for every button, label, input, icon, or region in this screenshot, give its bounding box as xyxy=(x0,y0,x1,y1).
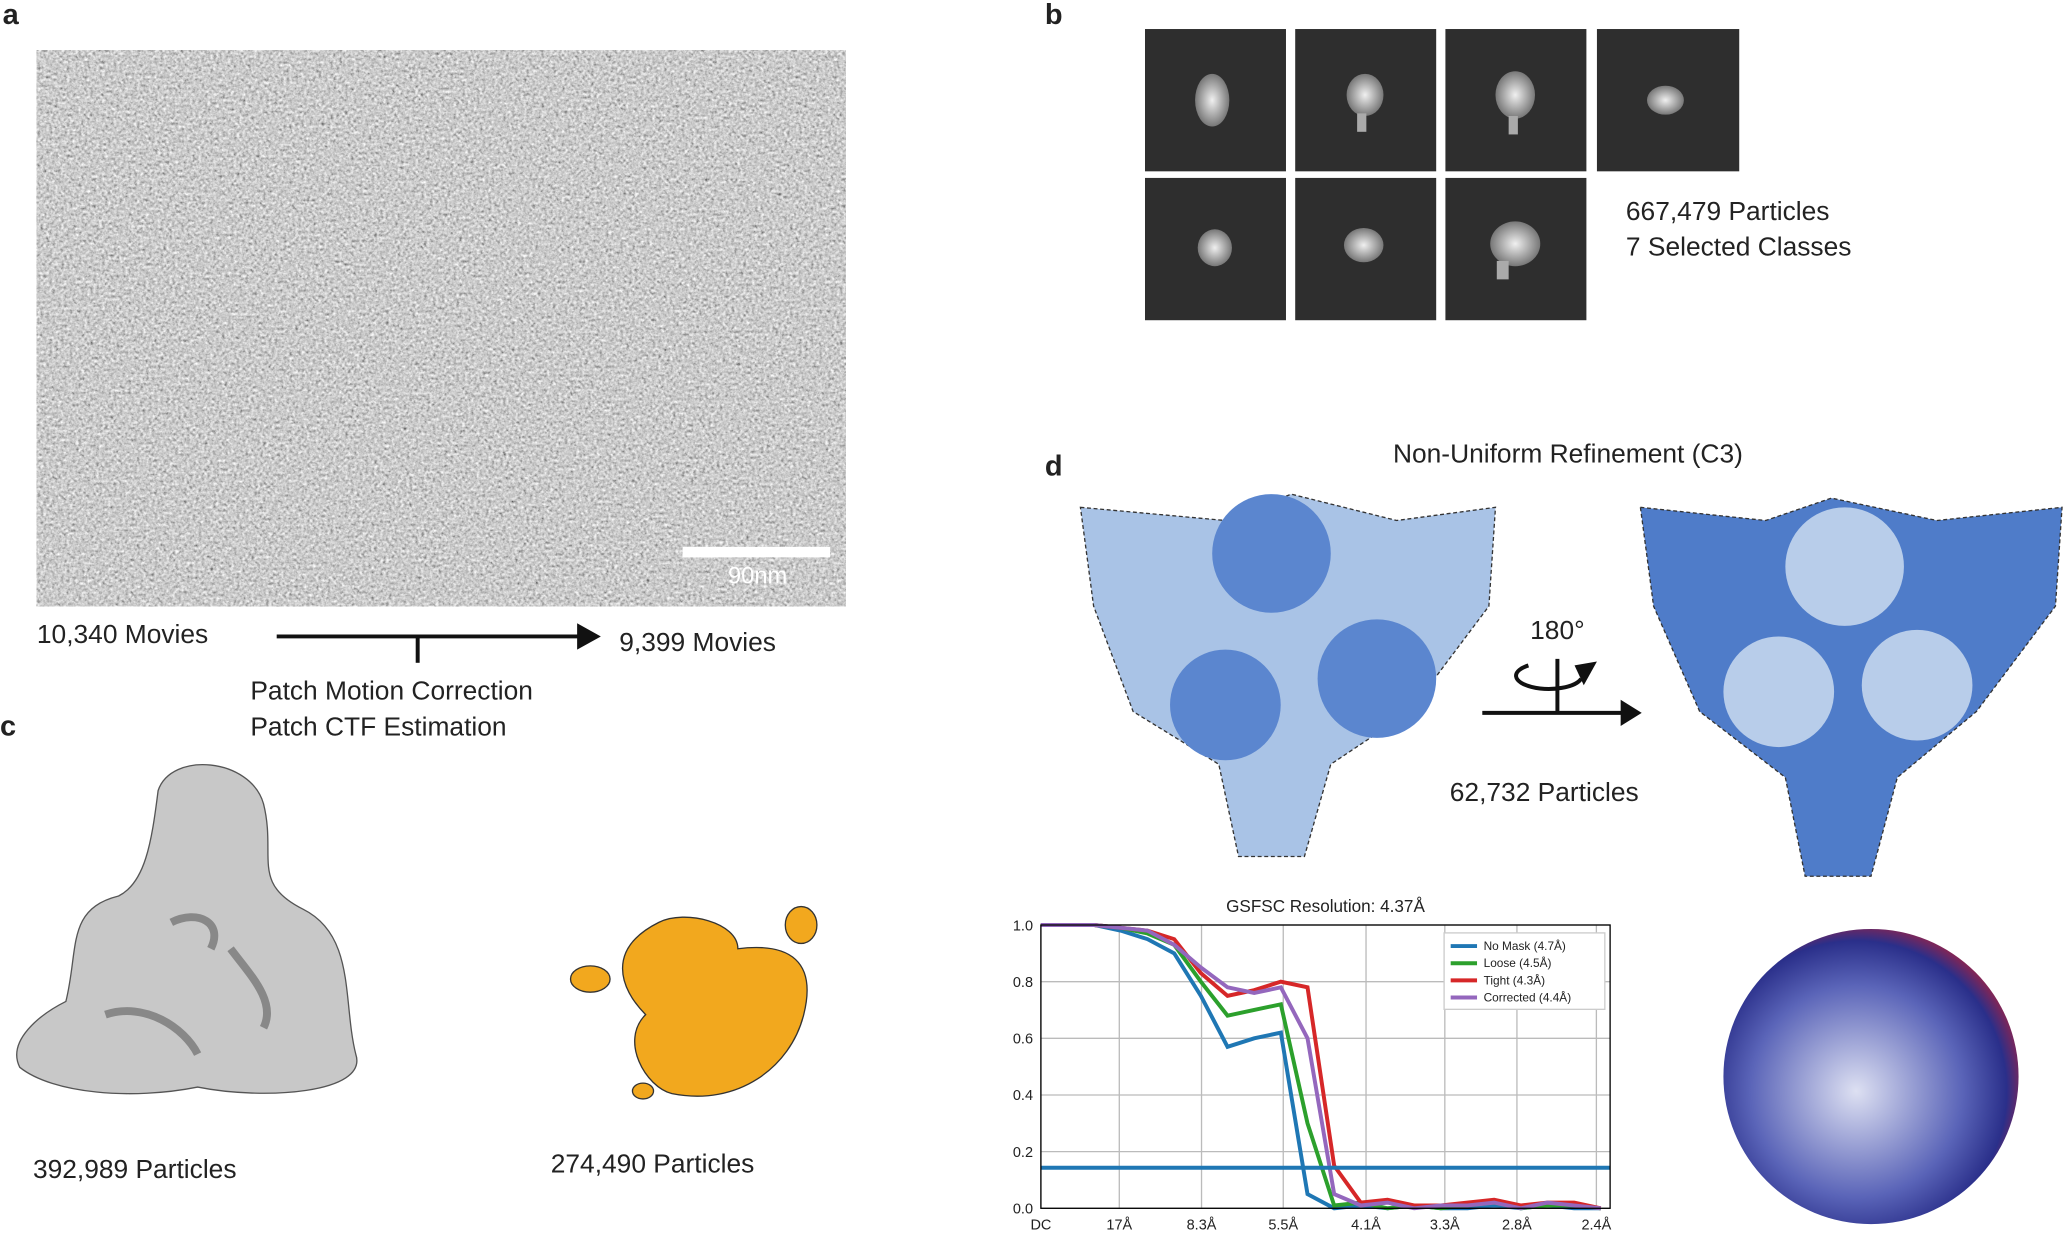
scale-bar-label: 90nm xyxy=(728,564,787,590)
legend-label: Loose (4.5Å) xyxy=(1484,955,1552,970)
panel-label: c xyxy=(0,710,16,742)
rotation-arrow xyxy=(1574,661,1597,686)
x-tick-label: DC xyxy=(1030,1217,1051,1233)
plot-frame xyxy=(1040,924,1611,1209)
x-tick-label: 2.8Å xyxy=(1502,1216,1532,1233)
map-blue-back xyxy=(1639,497,2063,877)
map-gray xyxy=(16,764,358,1095)
panel-label: d xyxy=(1045,451,1063,483)
particle-count: 667,479 Particles xyxy=(1626,196,1830,226)
particle-count: 62,732 Particles xyxy=(1450,777,1639,807)
x-tick-label: 5.5Å xyxy=(1268,1216,1298,1233)
class-count: 7 Selected Classes xyxy=(1626,232,1852,262)
input-label: 10,340 Movies xyxy=(37,619,208,649)
x-tick-label: 8.3Å xyxy=(1187,1216,1217,1233)
x-tick-label: 3.3Å xyxy=(1430,1216,1460,1233)
map-blue-front xyxy=(1079,493,1497,858)
class-averages xyxy=(1144,29,1740,321)
map-shading xyxy=(104,913,271,1057)
legend-label: Corrected (4.4Å) xyxy=(1484,989,1572,1004)
panel-title: Non-Uniform Refinement (C3) xyxy=(1393,439,1743,469)
y-tick-label: 0.6 xyxy=(1013,1032,1033,1048)
map-orange xyxy=(631,1082,655,1100)
rotation-label: 180° xyxy=(1530,615,1585,645)
x-tick-label: 4.1Å xyxy=(1351,1216,1381,1233)
map-caption: 274,490 Particles xyxy=(551,1149,755,1179)
map-orange xyxy=(784,905,818,945)
y-tick-label: 0.4 xyxy=(1013,1088,1033,1104)
legend-label: Tight (4.3Å) xyxy=(1484,972,1545,987)
map-caption: 392,989 Particles xyxy=(33,1154,237,1184)
angular-distribution xyxy=(1723,928,2019,1225)
arrow-head xyxy=(1620,699,1642,727)
output-label: 9,399 Movies xyxy=(619,627,776,657)
legend-label: No Mask (4.7Å) xyxy=(1484,938,1566,953)
step-label: Patch CTF Estimation xyxy=(250,711,506,741)
y-tick-label: 0.0 xyxy=(1013,1202,1033,1218)
panel-label: b xyxy=(1045,0,1063,31)
micrograph-noise xyxy=(36,50,846,607)
fsc-chart: GSFSC Resolution: 4.37Å 0.0 0.2 0.4 0.6 0.8 1.… xyxy=(1013,897,1612,1234)
x-tick-label: 2.4Å xyxy=(1581,1216,1611,1233)
y-tick-label: 1.0 xyxy=(1013,918,1033,934)
map-orange xyxy=(621,916,808,1097)
panel-label: a xyxy=(3,0,20,31)
map-orange xyxy=(569,965,611,993)
y-tick-label: 0.8 xyxy=(1013,975,1033,991)
x-tick-label: 17Å xyxy=(1106,1216,1132,1233)
chart-title: GSFSC Resolution: 4.37Å xyxy=(1226,897,1425,916)
y-tick-label: 0.2 xyxy=(1013,1145,1033,1161)
scale-bar xyxy=(682,546,831,558)
arrow-head xyxy=(577,623,601,650)
rotation-icon xyxy=(1514,663,1583,691)
fsc-line xyxy=(1040,923,1601,1211)
step-label: Patch Motion Correction xyxy=(250,676,533,706)
